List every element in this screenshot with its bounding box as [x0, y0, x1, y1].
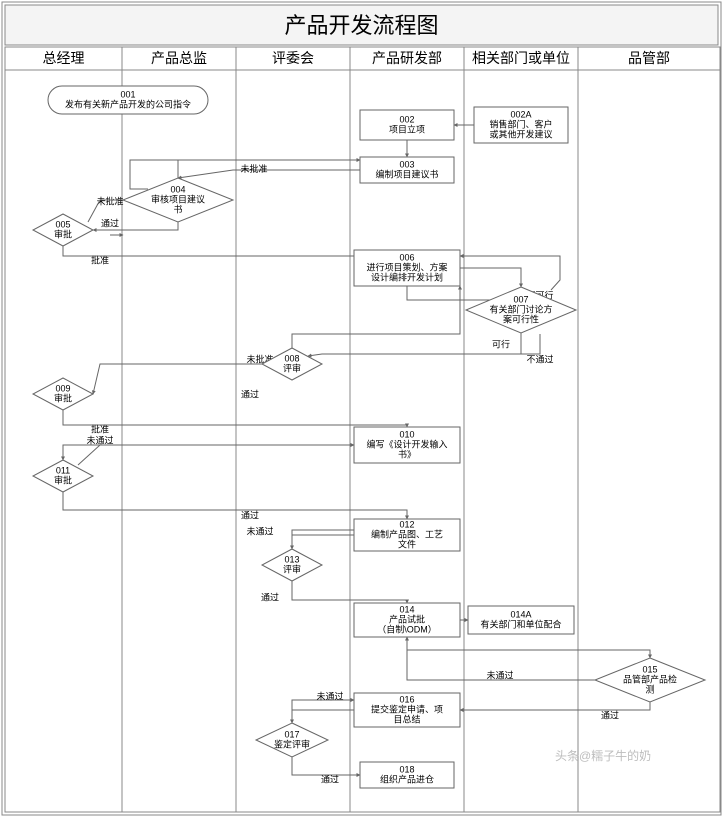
svg-text:通过: 通过 [261, 591, 279, 602]
svg-text:未通过: 未通过 [246, 525, 273, 536]
svg-text:未批准: 未批准 [240, 163, 267, 174]
svg-text:未通过: 未通过 [86, 434, 113, 445]
svg-text:通过: 通过 [241, 509, 259, 520]
svg-text:009: 009 [55, 383, 70, 393]
svg-text:004: 004 [170, 184, 185, 194]
svg-text:018: 018 [399, 764, 414, 774]
svg-text:审批: 审批 [54, 474, 72, 485]
svg-text:提交鉴定申请、项: 提交鉴定申请、项 [371, 703, 443, 714]
svg-text:005: 005 [55, 219, 70, 229]
svg-text:有关部门和单位配合: 有关部门和单位配合 [480, 618, 561, 629]
svg-text:010: 010 [399, 429, 414, 439]
svg-text:未通过: 未通过 [486, 669, 513, 680]
svg-text:001: 001 [120, 89, 135, 99]
svg-text:通过: 通过 [101, 217, 119, 228]
svg-text:014: 014 [399, 604, 414, 614]
svg-text:产品总监: 产品总监 [151, 50, 207, 66]
svg-text:评审: 评审 [283, 563, 301, 574]
svg-text:产品开发流程图: 产品开发流程图 [284, 13, 438, 38]
svg-text:（自制\ODM）: （自制\ODM） [377, 623, 437, 634]
svg-text:品管部产品检: 品管部产品检 [623, 673, 677, 684]
svg-text:有关部门讨论方: 有关部门讨论方 [489, 303, 552, 314]
svg-text:003: 003 [399, 159, 414, 169]
svg-text:项目立项: 项目立项 [389, 123, 425, 134]
svg-text:案可行性: 案可行性 [503, 313, 539, 324]
svg-text:组织产品进仓: 组织产品进仓 [380, 773, 434, 784]
svg-text:011: 011 [56, 465, 70, 475]
svg-text:审批: 审批 [54, 228, 72, 239]
svg-text:书: 书 [173, 204, 182, 214]
svg-text:总经理: 总经理 [43, 50, 85, 66]
svg-text:审批: 审批 [54, 392, 72, 403]
svg-text:不通过: 不通过 [526, 353, 553, 364]
svg-text:未批准: 未批准 [96, 195, 123, 206]
svg-text:品管部: 品管部 [628, 50, 670, 66]
svg-text:目总结: 目总结 [393, 713, 420, 724]
svg-text:编制项目建议书: 编制项目建议书 [375, 168, 438, 179]
svg-text:016: 016 [399, 694, 414, 704]
svg-text:相关部门或单位: 相关部门或单位 [472, 50, 570, 66]
svg-text:头条@糯子牛的奶: 头条@糯子牛的奶 [555, 748, 651, 763]
svg-text:通过: 通过 [601, 709, 619, 720]
svg-text:编写《设计开发输入: 编写《设计开发输入 [366, 438, 447, 449]
svg-text:批准: 批准 [91, 423, 109, 434]
svg-text:鉴定评审: 鉴定评审 [274, 738, 310, 749]
svg-text:编制产品图、工艺: 编制产品图、工艺 [371, 528, 443, 539]
svg-text:通过: 通过 [321, 773, 339, 784]
svg-text:测: 测 [645, 684, 654, 694]
svg-text:002: 002 [399, 114, 414, 124]
svg-text:002A: 002A [510, 109, 531, 119]
svg-text:发布有关新产品开发的公司指令: 发布有关新产品开发的公司指令 [65, 98, 191, 109]
svg-text:书》: 书》 [398, 449, 416, 459]
flowchart-svg: 产品开发流程图总经理产品总监评委会产品研发部相关部门或单位品管部未批准未批准通过… [0, 0, 723, 817]
svg-text:设计编排开发计划: 设计编排开发计划 [371, 271, 443, 282]
svg-text:或其他开发建议: 或其他开发建议 [489, 128, 552, 139]
svg-text:产品试批: 产品试批 [389, 613, 425, 624]
svg-text:通过: 通过 [241, 388, 259, 399]
svg-text:进行项目策划、方案: 进行项目策划、方案 [366, 261, 447, 272]
svg-text:015: 015 [642, 664, 657, 674]
svg-text:012: 012 [399, 519, 414, 529]
svg-text:006: 006 [399, 252, 414, 262]
svg-text:评委会: 评委会 [272, 50, 314, 66]
svg-text:未通过: 未通过 [316, 690, 343, 701]
svg-text:评审: 评审 [283, 362, 301, 373]
svg-text:产品研发部: 产品研发部 [372, 50, 442, 66]
svg-text:审核项目建议: 审核项目建议 [151, 193, 205, 204]
flowchart: 产品开发流程图总经理产品总监评委会产品研发部相关部门或单位品管部未批准未批准通过… [0, 0, 723, 817]
svg-text:008: 008 [284, 353, 299, 363]
svg-text:014A: 014A [510, 609, 531, 619]
svg-text:017: 017 [284, 729, 299, 739]
svg-text:可行: 可行 [492, 338, 510, 349]
svg-text:文件: 文件 [398, 538, 416, 549]
svg-text:007: 007 [513, 294, 528, 304]
svg-text:批准: 批准 [91, 254, 109, 265]
svg-text:013: 013 [284, 554, 299, 564]
svg-text:销售部门、客户: 销售部门、客户 [489, 118, 552, 129]
